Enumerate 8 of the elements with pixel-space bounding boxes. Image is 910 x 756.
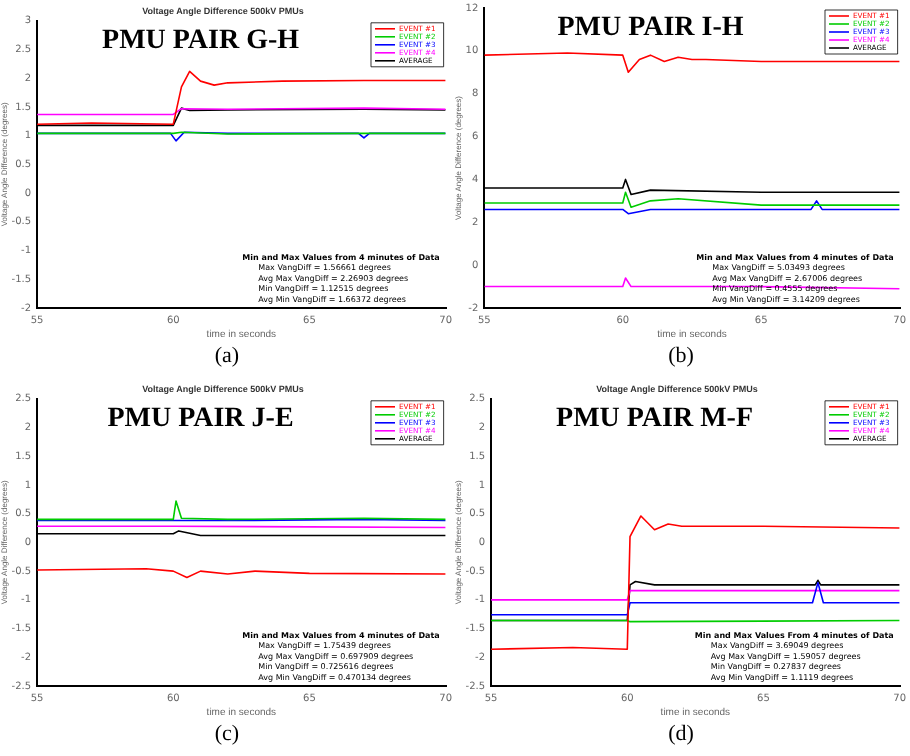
text: (a) bbox=[212, 342, 242, 372]
annotation: PMU PAIR J-E bbox=[107, 404, 294, 435]
annotation: PMU PAIR G-H bbox=[102, 26, 300, 57]
text: (d) bbox=[666, 720, 696, 750]
annotation: PMU PAIR I-H bbox=[557, 13, 744, 44]
annotation: PMU PAIR M-F bbox=[556, 404, 754, 435]
text: (b) bbox=[666, 342, 696, 372]
text: (c) bbox=[212, 720, 242, 750]
